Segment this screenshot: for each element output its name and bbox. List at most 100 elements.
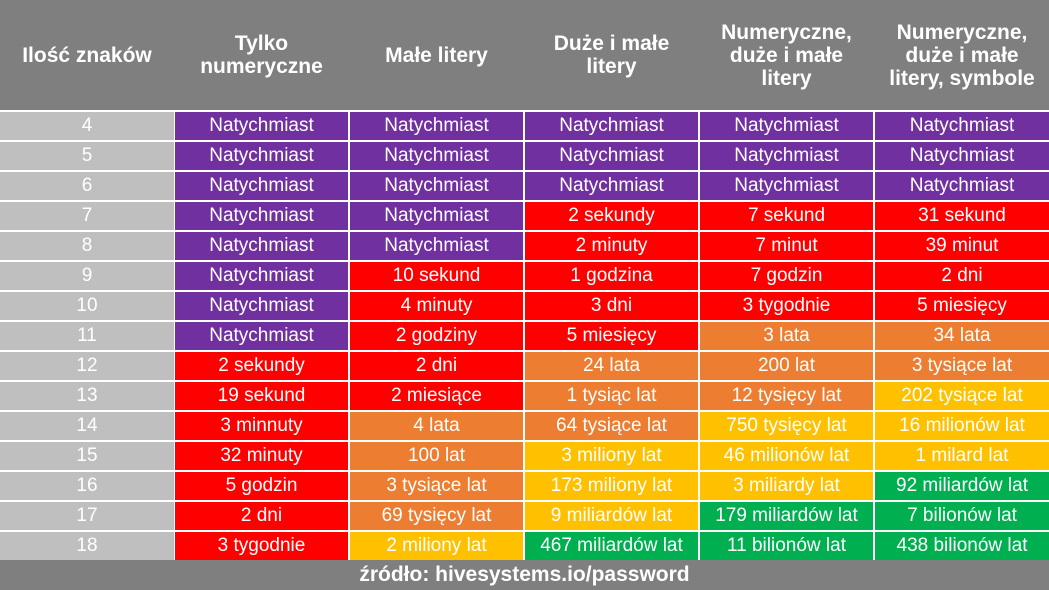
time-cell: Natychmiast: [175, 112, 348, 142]
time-cell: 11 bilionów lat: [700, 532, 873, 562]
time-cell: 24 lata: [525, 352, 698, 382]
time-cell: 1 milard lat: [875, 442, 1049, 472]
table-row: 14 3 minnuty 4 lata 64 tysiące lat 750 tysię…: [0, 412, 1049, 442]
time-cell: 438 bilionów lat: [875, 532, 1049, 562]
time-cell: Natychmiast: [525, 172, 698, 202]
row-label-chars: 5: [0, 142, 174, 172]
time-cell: 92 miliardów lat: [875, 472, 1049, 502]
time-cell: 34 lata: [875, 322, 1049, 352]
time-cell: 7 sekund: [700, 202, 873, 232]
table-header: Ilość znaków Tylko numeryczne Małe litery Du…: [0, 0, 1049, 110]
time-cell: 202 tysiące lat: [875, 382, 1049, 412]
time-cell: Natychmiast: [175, 172, 348, 202]
time-cell: 16 milionów lat: [875, 412, 1049, 442]
time-cell: 2 dni: [350, 352, 523, 382]
table-row: 8 Natychmiast Natychmiast 2 minuty 7 minut 39…: [0, 232, 1049, 262]
time-cell: 7 minut: [700, 232, 873, 262]
table-row: 11 Natychmiast 2 godziny 5 miesięcy 3 lata 34…: [0, 322, 1049, 352]
row-label-chars: 16: [0, 472, 174, 502]
column-header-2: Małe litery: [385, 43, 488, 67]
time-cell: 750 tysięcy lat: [700, 412, 873, 442]
time-cell: 5 godzin: [175, 472, 348, 502]
row-label-chars: 10: [0, 292, 174, 322]
row-label-chars: 12: [0, 352, 174, 382]
time-cell: 2 dni: [175, 502, 348, 532]
time-cell: Natychmiast: [350, 142, 523, 172]
table-row: 13 19 sekund 2 miesiące 1 tysiąc lat 12 tysi…: [0, 382, 1049, 412]
time-cell: 2 miliony lat: [350, 532, 523, 562]
time-cell: Natychmiast: [875, 112, 1049, 142]
time-cell: Natychmiast: [875, 142, 1049, 172]
time-cell: 2 sekundy: [175, 352, 348, 382]
column-header-5: Numeryczne, duże i małe litery, symbole: [889, 20, 1035, 90]
time-cell: 173 miliony lat: [525, 472, 698, 502]
table-row: 18 3 tygodnie 2 miliony lat 467 miliardów l…: [0, 532, 1049, 562]
row-label-chars: 14: [0, 412, 174, 442]
time-cell: Natychmiast: [175, 232, 348, 262]
column-header-4: Numeryczne, duże i małe litery: [721, 20, 852, 90]
time-cell: Natychmiast: [350, 202, 523, 232]
time-cell: 4 minuty: [350, 292, 523, 322]
row-label-chars: 8: [0, 232, 174, 262]
time-cell: 1 tysiąc lat: [525, 382, 698, 412]
row-label-chars: 18: [0, 532, 174, 562]
time-cell: Natychmiast: [350, 112, 523, 142]
time-cell: Natychmiast: [700, 112, 873, 142]
time-cell: 2 minuty: [525, 232, 698, 262]
time-cell: 39 minut: [875, 232, 1049, 262]
table-row: 5 Natychmiast Natychmiast Natychmiast Natych…: [0, 142, 1049, 172]
row-label-chars: 11: [0, 322, 174, 352]
row-label-chars: 17: [0, 502, 174, 532]
time-cell: Natychmiast: [175, 262, 348, 292]
time-cell: Natychmiast: [525, 142, 698, 172]
time-cell: 3 lata: [700, 322, 873, 352]
time-cell: 200 lat: [700, 352, 873, 382]
time-cell: 3 minnuty: [175, 412, 348, 442]
time-cell: Natychmiast: [175, 292, 348, 322]
time-cell: 467 miliardów lat: [525, 532, 698, 562]
table-row: 6 Natychmiast Natychmiast Natychmiast Natych…: [0, 172, 1049, 202]
time-cell: 64 tysiące lat: [525, 412, 698, 442]
time-cell: 4 lata: [350, 412, 523, 442]
row-label-chars: 9: [0, 262, 174, 292]
time-cell: 2 miesiące: [350, 382, 523, 412]
column-header-3: Duże i małe litery: [553, 32, 670, 78]
table-row: 9 Natychmiast 10 sekund 1 godzina 7 godzin 2 …: [0, 262, 1049, 292]
table-row: 17 2 dni 69 tysięcy lat 9 miliardów lat 179 …: [0, 502, 1049, 532]
time-cell: 3 tysiące lat: [350, 472, 523, 502]
time-cell: 9 miliardów lat: [525, 502, 698, 532]
time-cell: 19 sekund: [175, 382, 348, 412]
time-cell: 3 miliardy lat: [700, 472, 873, 502]
time-cell: 2 dni: [875, 262, 1049, 292]
time-cell: 3 tysiące lat: [875, 352, 1049, 382]
time-cell: Natychmiast: [350, 172, 523, 202]
time-cell: Natychmiast: [875, 172, 1049, 202]
row-label-chars: 15: [0, 442, 174, 472]
time-cell: 10 sekund: [350, 262, 523, 292]
time-cell: Natychmiast: [175, 142, 348, 172]
source-footer: źródło: hivesystems.io/password: [0, 560, 1049, 590]
time-cell: 3 tygodnie: [700, 292, 873, 322]
time-cell: 7 godzin: [700, 262, 873, 292]
row-label-chars: 7: [0, 202, 174, 232]
time-cell: 179 miliardów lat: [700, 502, 873, 532]
time-cell: 5 miesięcy: [875, 292, 1049, 322]
time-cell: 3 tygodnie: [175, 532, 348, 562]
table-row: 16 5 godzin 3 tysiące lat 173 miliony lat 3 …: [0, 472, 1049, 502]
time-cell: 1 godzina: [525, 262, 698, 292]
time-cell: Natychmiast: [175, 202, 348, 232]
time-cell: Natychmiast: [175, 322, 348, 352]
time-cell: Natychmiast: [350, 232, 523, 262]
time-cell: 12 tysięcy lat: [700, 382, 873, 412]
time-cell: 2 godziny: [350, 322, 523, 352]
time-cell: Natychmiast: [525, 112, 698, 142]
table-row: 12 2 sekundy 2 dni 24 lata 200 lat 3 tysiące …: [0, 352, 1049, 382]
time-cell: Natychmiast: [700, 172, 873, 202]
time-cell: 3 dni: [525, 292, 698, 322]
time-cell: 3 miliony lat: [525, 442, 698, 472]
time-cell: 32 minuty: [175, 442, 348, 472]
time-cell: 2 sekundy: [525, 202, 698, 232]
row-label-chars: 4: [0, 112, 174, 142]
table-row: 7 Natychmiast Natychmiast 2 sekundy 7 sekund…: [0, 202, 1049, 232]
